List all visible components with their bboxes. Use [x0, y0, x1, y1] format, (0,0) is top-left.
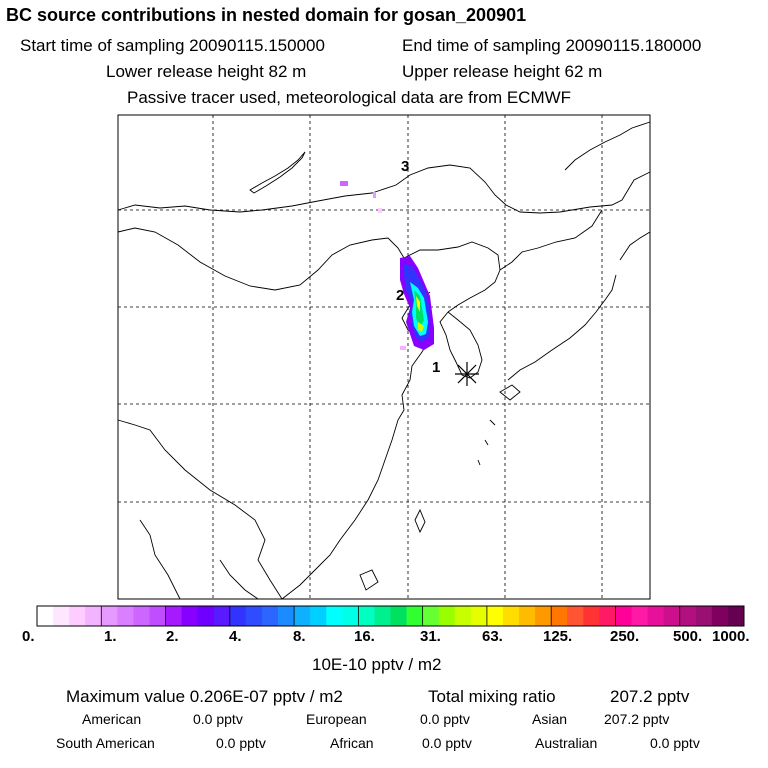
total-mixing-ratio-label: Total mixing ratio: [428, 687, 556, 706]
lake-baikal: [249, 151, 306, 194]
region-name: European: [306, 711, 367, 727]
plume-cell: [378, 208, 382, 213]
colorbar-tick-label: 1000.: [712, 628, 750, 645]
indochina-border: [139, 519, 181, 600]
plume-peak: [418, 322, 424, 332]
ryukyu-islands: [477, 419, 496, 466]
max-value-label: Maximum value 0.206E-07 pptv / m2: [66, 687, 343, 706]
north-border: [117, 164, 651, 214]
tracer-note: Passive tracer used, meteorological data…: [127, 88, 572, 107]
graticule: [118, 115, 650, 599]
coastlines-borders: [117, 121, 651, 600]
china-coast: [281, 291, 431, 600]
colorbar-tick-label: 0.: [22, 628, 35, 645]
russia-far-east-coast: [564, 121, 651, 171]
marker-1: 1: [432, 359, 440, 376]
end-time-label: End time of sampling 20090115.180000: [402, 36, 702, 55]
northeast-border: [403, 241, 501, 271]
marker-3: 3: [401, 158, 409, 175]
region-name: South American: [56, 735, 155, 751]
colorbar-tick-label: 8.: [293, 628, 306, 645]
plume-peak: [416, 296, 420, 312]
colorbar-tick-label: 1.: [104, 628, 117, 645]
region-value: 0.0 pptv: [216, 735, 266, 751]
region-name: African: [330, 735, 374, 751]
colorbar-tick-label: 4.: [229, 628, 242, 645]
plume: [340, 181, 434, 350]
colorbar-tick-label: 250.: [610, 628, 640, 645]
colorbar-tick-label: 2.: [166, 628, 179, 645]
region-value: 0.0 pptv: [422, 735, 472, 751]
region-value: 0.0 pptv: [650, 735, 700, 751]
colorbar-tick-label: 125.: [543, 628, 573, 645]
japan-kyushu: [499, 384, 521, 401]
region-value: 0.0 pptv: [420, 711, 470, 727]
lower-release-height-label: Lower release height 82 m: [106, 62, 307, 81]
total-mixing-ratio-value: 207.2 pptv: [610, 687, 690, 706]
korean-peninsula: [439, 311, 483, 379]
map-frame: [117, 114, 651, 600]
vietnam-border: [219, 559, 259, 600]
korea-border: [447, 269, 501, 313]
hainan-island: [359, 569, 379, 591]
amur-border: [499, 209, 603, 271]
region-name: American: [82, 711, 142, 727]
region-name: Asian: [532, 711, 568, 727]
taiwan-island: [414, 508, 426, 534]
marker-2: 2: [396, 287, 404, 304]
mongolia-border: [117, 227, 405, 291]
plume-cell: [373, 192, 376, 198]
upper-release-height-label: Upper release height 62 m: [402, 62, 603, 81]
colorbar-tick-label: 31.: [420, 628, 441, 645]
region-value: 207.2 pptv: [604, 711, 670, 727]
colorbar-tick-label: 16.: [354, 628, 375, 645]
map-panel: 1 2 3: [117, 114, 651, 600]
region-name: Australian: [535, 735, 598, 751]
receptor-asterisk-icon: [455, 362, 479, 386]
plume-cell: [400, 346, 406, 350]
region-value: 0.0 pptv: [193, 711, 243, 727]
southwest-border: [117, 419, 283, 600]
figure-title: BC source contributions in nested domain…: [6, 5, 527, 25]
colorbar-tick-label: 500.: [673, 628, 703, 645]
start-time-label: Start time of sampling 20090115.150000: [20, 36, 325, 55]
japan-hokkaido: [619, 231, 651, 261]
plume-cell: [340, 181, 348, 186]
japan-honshu: [507, 274, 617, 381]
colorbar-unit: 10E-10 pptv / m2: [312, 655, 442, 674]
colorbar-tick-label: 63.: [482, 628, 503, 645]
